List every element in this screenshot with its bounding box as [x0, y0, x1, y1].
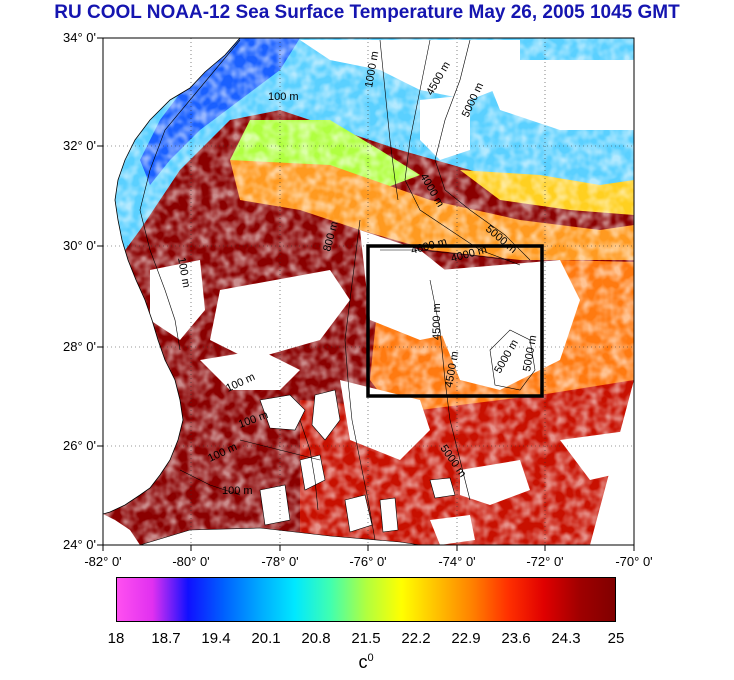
contour-label: 100 m	[222, 485, 253, 497]
longitude-label: -82° 0'	[84, 554, 122, 569]
colorbar-tick-label: 22.9	[451, 630, 481, 647]
land-western-edge	[103, 514, 140, 545]
contour-label: 4500 m	[431, 303, 443, 340]
colorbar-tick-label: 18.7	[151, 630, 181, 647]
longitude-label: -74° 0'	[438, 554, 476, 569]
colorbar-tick-label: 22.2	[401, 630, 431, 647]
colorbar-tick-label: 19.4	[201, 630, 231, 647]
latitude-label: 26° 0'	[63, 438, 96, 453]
colorbar-tick-label: 20.1	[251, 630, 281, 647]
latitude-label: 28° 0'	[63, 339, 96, 354]
longitude-label: -70° 0'	[615, 554, 653, 569]
longitude-label: -78° 0'	[261, 554, 299, 569]
latitude-label: 32° 0'	[63, 138, 96, 153]
no-data-swath-edge	[590, 380, 634, 545]
graticule	[103, 38, 634, 545]
unit-text: c	[358, 652, 368, 672]
longitude-label: -76° 0'	[349, 554, 387, 569]
colorbar-unit-label: c0	[346, 652, 386, 673]
map-title: RU COOL NOAA-12 Sea Surface Temperature …	[54, 2, 680, 23]
axis-ticks	[97, 37, 635, 551]
colorbar-tick-label: 23.6	[501, 630, 531, 647]
bathymetry-contours	[139, 39, 536, 541]
land-cuba	[139, 527, 421, 545]
colorbar-tick-label: 24.3	[551, 630, 581, 647]
colorbar	[116, 577, 616, 622]
study-area-box	[366, 244, 544, 398]
unit-superscript: 0	[367, 652, 374, 664]
contour-label: 100 m	[268, 91, 299, 103]
contour-label: 100 m	[175, 256, 192, 288]
colorbar-tick-label: 21.5	[351, 630, 381, 647]
colorbar-tick-label: 20.8	[301, 630, 331, 647]
longitude-label: -80° 0'	[172, 554, 210, 569]
latitude-label: 34° 0'	[63, 30, 96, 45]
colorbar-tick-label: 25	[607, 630, 625, 647]
land-southeast-us	[103, 38, 241, 515]
longitude-label: -72° 0'	[526, 554, 564, 569]
bahamas-islands	[259, 389, 456, 533]
latitude-label: 24° 0'	[63, 537, 96, 552]
latitude-label: 30° 0'	[63, 238, 96, 253]
colorbar-tick-label: 18	[107, 630, 125, 647]
